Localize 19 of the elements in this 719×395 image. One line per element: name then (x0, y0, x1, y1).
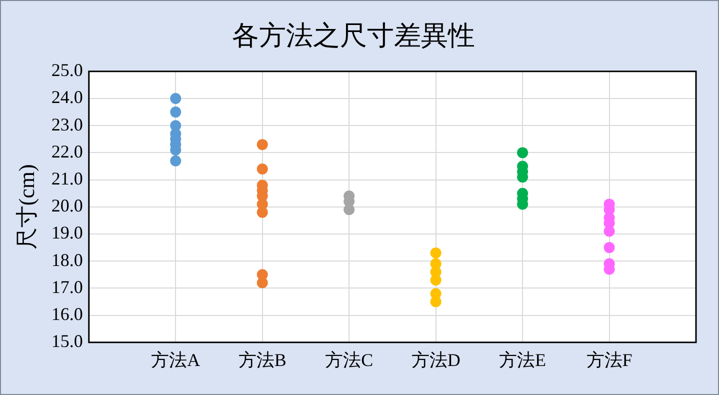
y-tick-label: 20.0 (51, 196, 83, 216)
x-tick-label: 方法A (151, 350, 200, 370)
x-tick-label: 方法F (586, 350, 632, 370)
x-tick-label: 方法D (411, 350, 460, 370)
y-axis-title: 尺寸(cm) (14, 164, 39, 250)
y-tick-label: 18.0 (51, 250, 83, 270)
x-tick-label: 方法B (238, 350, 286, 370)
y-tick-label: 23.0 (51, 114, 83, 134)
y-tick-label: 17.0 (51, 276, 83, 297)
y-tick-label: 16.0 (51, 304, 83, 324)
x-tick-label: 方法E (499, 350, 546, 370)
y-tick-label: 25.0 (51, 60, 83, 80)
y-tick-label: 19.0 (51, 222, 83, 243)
y-tick-label: 21.0 (51, 168, 83, 189)
y-tick-label: 15.0 (51, 331, 83, 352)
x-tick-label: 方法C (325, 350, 374, 370)
y-tick-label: 22.0 (51, 141, 83, 162)
y-tick-label: 24.0 (51, 87, 83, 108)
chart-title: 各方法之尺寸差異性 (232, 20, 475, 50)
